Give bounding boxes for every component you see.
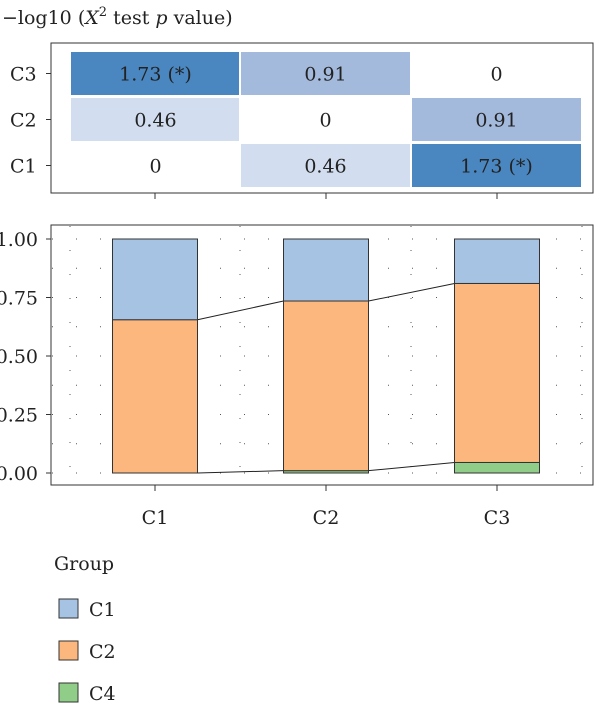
heatmap-cell: [69, 142, 242, 189]
y-axis-tick-label: 0.00: [0, 463, 38, 485]
y-axis-tick-label: 0.50: [0, 346, 38, 368]
heatmap-cell-label: 0: [319, 110, 331, 132]
bar-segment-c2: [454, 282, 540, 463]
bar-segment-c1: [283, 238, 369, 302]
heatmap-title: −log10 (X2 test p value): [2, 5, 233, 29]
heatmap-cell-label: 0.91: [304, 64, 346, 86]
heatmap-cell: [410, 50, 583, 97]
legend-swatch-c1: [58, 598, 79, 619]
bar-connector: [197, 300, 284, 321]
legend-swatch-c4: [58, 682, 79, 703]
bar-connector: [197, 470, 284, 474]
heatmap-cell-label: 0.46: [304, 156, 346, 178]
x-axis-tick-label: C1: [142, 507, 169, 529]
heatmap-cell-label: 1.73 (*): [460, 156, 533, 178]
bar-segment-c2: [283, 300, 369, 472]
heatmap-row-label: C2: [10, 110, 37, 132]
bar-segment-c4: [454, 461, 540, 474]
y-axis-tick-label: 0.75: [0, 288, 38, 310]
y-axis-tick-label: 1.00: [0, 229, 38, 251]
heatmap-row-label: C3: [10, 64, 37, 86]
bar-segment-c1: [112, 238, 198, 321]
heatmap-cell-label: 0: [149, 156, 161, 178]
legend-label: C2: [89, 641, 116, 663]
bar-segment-c2: [112, 319, 198, 474]
heatmap-panel: 1.73 (*) 0.91 0 0.46 0 0.91 0 0.46 1.73 (*) C3 C2…: [10, 42, 594, 199]
x-axis-tick-label: C3: [484, 507, 511, 529]
heatmap-cell-label: 0: [490, 64, 502, 86]
legend-title: Group: [54, 553, 114, 575]
heatmap-cell: [410, 142, 583, 189]
heatmap-cell-label: 0.46: [134, 110, 176, 132]
stacked-bar-panel: 0.00 0.25 0.50 0.75 1.00 C1 C2 C3: [0, 224, 594, 529]
heatmap-cell-label: 1.73 (*): [119, 64, 192, 86]
y-axis-tick-label: 0.25: [0, 405, 38, 427]
x-axis-tick-label: C2: [313, 507, 340, 529]
legend-swatch-c2: [58, 640, 79, 661]
legend-label: C1: [89, 599, 116, 621]
legend: Group C1 C2 C4: [54, 553, 116, 705]
heatmap-row-label: C1: [10, 156, 37, 178]
heatmap-cell: [239, 142, 412, 189]
bar-connector: [368, 461, 455, 472]
heatmap-cell-label: 0.91: [475, 110, 517, 132]
bar-segment-c1: [454, 238, 540, 284]
legend-label: C4: [89, 683, 116, 705]
heatmap-cell: [239, 96, 412, 143]
heatmap-cell: [69, 50, 242, 97]
bar-connector: [368, 282, 455, 302]
